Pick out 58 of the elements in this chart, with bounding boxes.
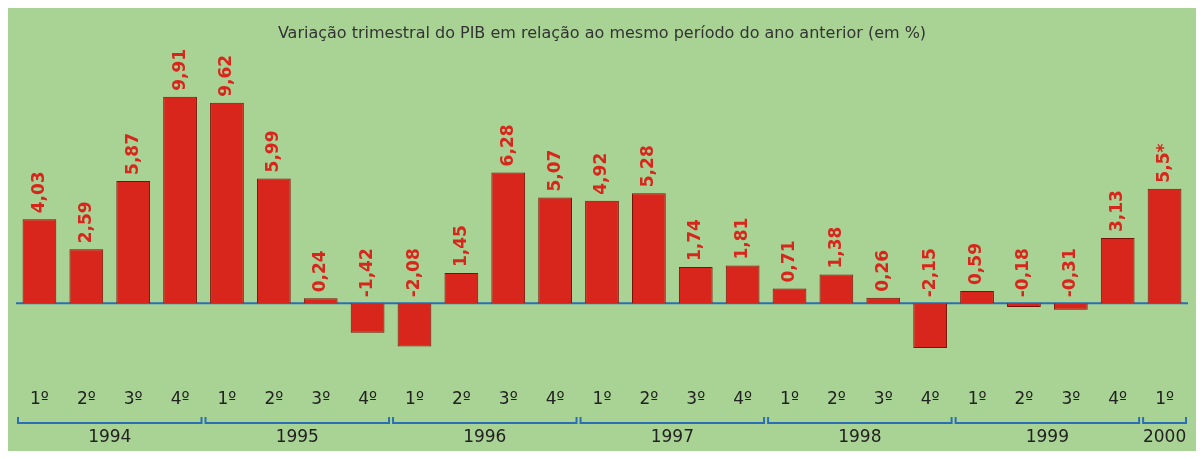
text: 1996 bbox=[463, 425, 507, 446]
x-tick-label: 2º bbox=[826, 388, 846, 409]
data-label: -0,31 bbox=[1059, 248, 1080, 298]
data-label: 0,59 bbox=[965, 243, 986, 285]
data-label: -1,42 bbox=[356, 248, 377, 298]
text: 1994 bbox=[88, 425, 132, 446]
x-tick-label: 2º bbox=[1014, 388, 1034, 409]
x-tick-label: 4º bbox=[545, 388, 565, 409]
x-tick-label: 4º bbox=[920, 388, 940, 409]
x-tick-label: 3º bbox=[686, 388, 706, 409]
data-label: 5,87 bbox=[121, 132, 142, 175]
x-tick-label: 1º bbox=[1155, 388, 1174, 409]
data-label: 1,45 bbox=[449, 225, 470, 268]
x-tick-label: 1º bbox=[30, 388, 49, 409]
data-label: 0,71 bbox=[777, 240, 798, 283]
data-label: 2,59 bbox=[74, 201, 95, 244]
data-label: -2,15 bbox=[918, 248, 939, 298]
x-tick-label: 3º bbox=[123, 388, 143, 409]
text: 1998 bbox=[838, 425, 882, 446]
x-tick-label: 2º bbox=[76, 388, 96, 409]
data-label: 9,62 bbox=[215, 54, 236, 97]
x-tick-label: 2º bbox=[264, 388, 284, 409]
data-label: 4,03 bbox=[27, 171, 48, 214]
text: 1995 bbox=[275, 425, 319, 446]
chart-title: Variação trimestral do PIB em relação ao mesmo período do ano anterior (em %) bbox=[277, 22, 927, 42]
x-tick-label: 3º bbox=[311, 388, 331, 409]
x-tick-label: 2º bbox=[639, 388, 659, 409]
x-tick-label: 3º bbox=[1061, 388, 1081, 409]
data-label: 1,38 bbox=[824, 226, 845, 269]
x-tick-label: 1º bbox=[780, 388, 799, 409]
data-label: 6,28 bbox=[496, 124, 517, 167]
data-label: 5,99 bbox=[262, 130, 283, 173]
x-tick-label: 1º bbox=[405, 388, 424, 409]
x-tick-label: 2º bbox=[451, 388, 471, 409]
x-tick-label: 4º bbox=[1108, 388, 1128, 409]
data-label: -2,08 bbox=[402, 248, 423, 298]
data-label: 0,24 bbox=[309, 250, 330, 293]
x-tick-label: 4º bbox=[358, 388, 378, 409]
data-label: 5,5* bbox=[1152, 143, 1173, 183]
text: 2000 bbox=[1142, 425, 1187, 446]
data-label: 5,28 bbox=[637, 145, 658, 188]
x-tick-label: 3º bbox=[873, 388, 893, 409]
data-label: 1,74 bbox=[684, 218, 705, 261]
data-label: 5,07 bbox=[543, 149, 564, 192]
x-tick-label: 3º bbox=[498, 388, 518, 409]
data-label: 3,13 bbox=[1106, 190, 1127, 233]
data-label: -0,18 bbox=[1012, 248, 1033, 298]
data-label: 0,26 bbox=[871, 249, 892, 292]
x-tick-label: 1º bbox=[217, 388, 237, 409]
data-label: 9,91 bbox=[168, 48, 189, 91]
x-tick-label: 4º bbox=[733, 388, 753, 409]
x-tick-label: 1º bbox=[592, 388, 612, 409]
text: 1999 bbox=[1025, 425, 1069, 446]
text: 1997 bbox=[650, 425, 694, 446]
data-label: 4,92 bbox=[590, 152, 611, 195]
data-label: 1,81 bbox=[731, 217, 752, 260]
x-tick-label: 4º bbox=[170, 388, 190, 409]
x-tick-label: 1º bbox=[967, 388, 987, 409]
